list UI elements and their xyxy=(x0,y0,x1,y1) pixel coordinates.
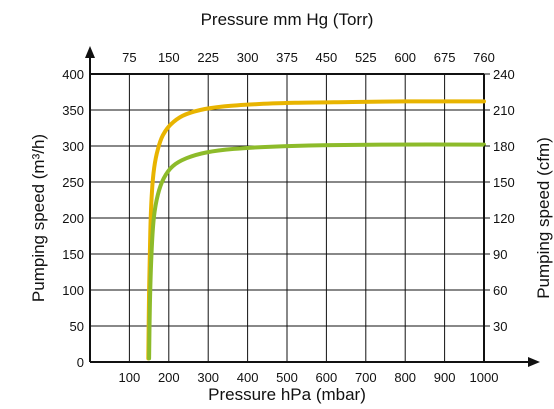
x2-tick-label: 375 xyxy=(276,50,298,65)
y2-tick-label: 150 xyxy=(493,175,515,190)
axes xyxy=(85,46,540,367)
y2-tick-label: 210 xyxy=(493,103,515,118)
top-axis-title: Pressure mm Hg (Torr) xyxy=(201,10,374,29)
x-tick-label: 900 xyxy=(434,370,456,385)
x-tick-label: 200 xyxy=(158,370,180,385)
y2-tick-label: 180 xyxy=(493,139,515,154)
y-tick-label: 200 xyxy=(62,211,84,226)
x2-tick-label: 75 xyxy=(122,50,136,65)
y-tick-label: 150 xyxy=(62,247,84,262)
x-tick-label: 1000 xyxy=(470,370,499,385)
grid-lines xyxy=(90,74,484,362)
x-tick-label: 500 xyxy=(276,370,298,385)
x-tick-label: 300 xyxy=(197,370,219,385)
y-tick-label: 350 xyxy=(62,103,84,118)
x2-tick-label: 300 xyxy=(237,50,259,65)
series-lines xyxy=(146,99,486,361)
x-tick-label: 600 xyxy=(316,370,338,385)
x2-tick-label: 150 xyxy=(158,50,180,65)
x-tick-label: 800 xyxy=(394,370,416,385)
y-tick-label: 0 xyxy=(77,355,84,370)
x-tick-label: 400 xyxy=(237,370,259,385)
y2-tick-label: 120 xyxy=(493,211,515,226)
y2-tick-label: 60 xyxy=(493,283,507,298)
x2-tick-label: 760 xyxy=(473,50,495,65)
x-axis-arrow-icon xyxy=(528,357,540,367)
y2-tick-label: 30 xyxy=(493,319,507,334)
y2-tick-label: 240 xyxy=(493,67,515,82)
y-tick-label: 50 xyxy=(70,319,84,334)
y2-tick-label: 90 xyxy=(493,247,507,262)
x-tick-label: 100 xyxy=(119,370,141,385)
x2-tick-label: 450 xyxy=(316,50,338,65)
right-axis-title: Pumping speed (cfm) xyxy=(534,137,553,299)
x2-tick-label: 675 xyxy=(434,50,456,65)
y-tick-label: 100 xyxy=(62,283,84,298)
x-axis-title: Pressure hPa (mbar) xyxy=(208,385,366,404)
x-tick-label: 700 xyxy=(355,370,377,385)
y-tick-label: 250 xyxy=(62,175,84,190)
x2-tick-label: 525 xyxy=(355,50,377,65)
series-line-1 xyxy=(146,99,486,361)
y-tick-label: 300 xyxy=(62,139,84,154)
y-axis-arrow-icon xyxy=(85,46,95,58)
y-axis-title: Pumping speed (m³/h) xyxy=(29,134,48,302)
x2-tick-label: 600 xyxy=(394,50,416,65)
series-line-2 xyxy=(147,142,486,361)
y-tick-label: 400 xyxy=(62,67,84,82)
x2-tick-label: 225 xyxy=(197,50,219,65)
